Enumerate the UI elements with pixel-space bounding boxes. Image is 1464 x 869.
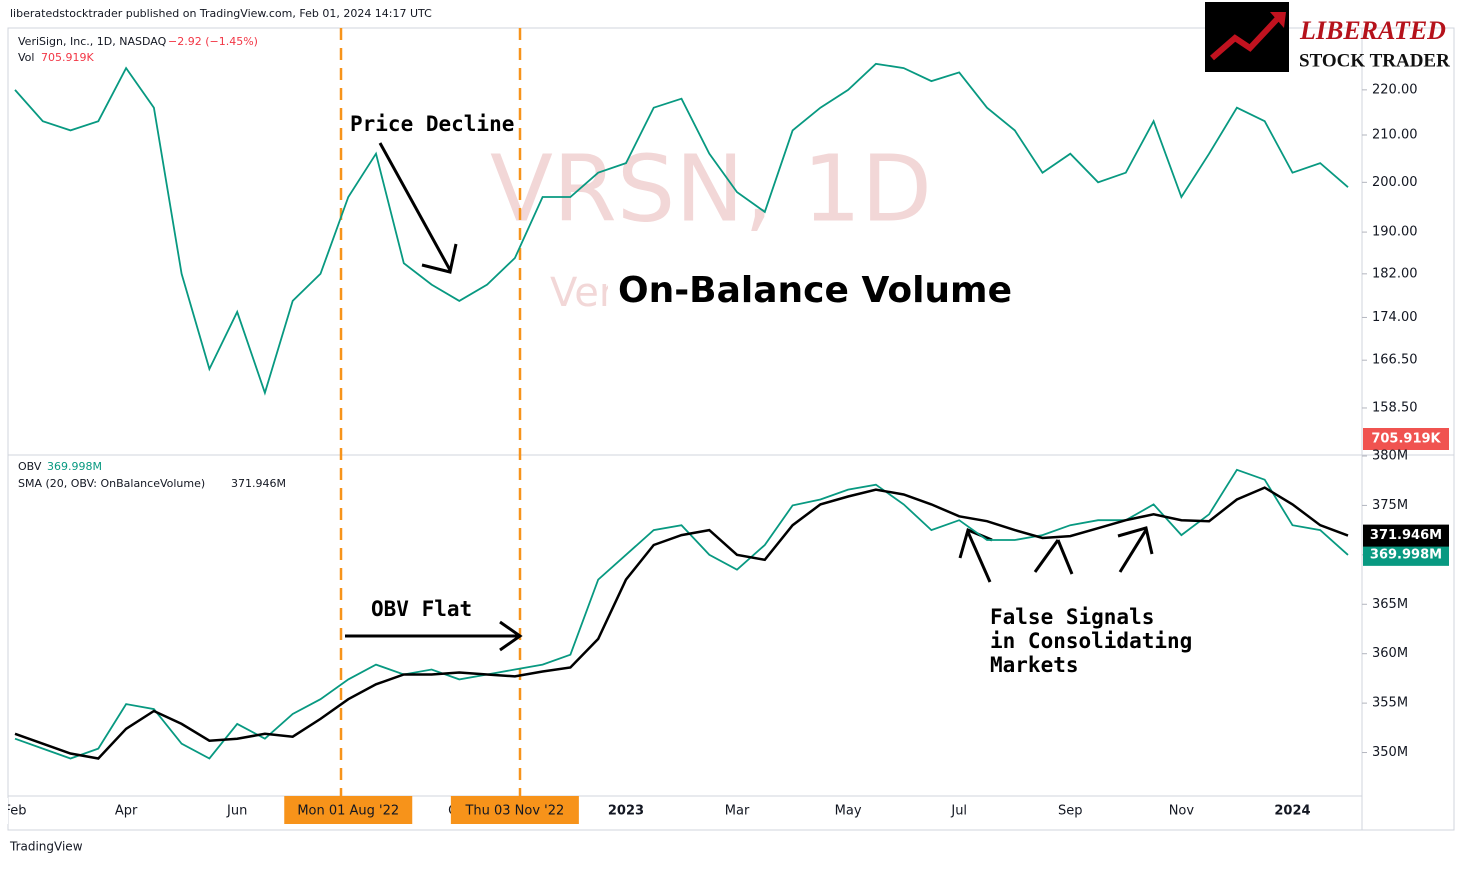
crosshair-date-bg (284, 796, 413, 824)
value-tag (1363, 543, 1449, 566)
y-tick-label: 210.00 (1372, 127, 1418, 142)
x-tick-label: Apr (115, 804, 138, 819)
annotation: OBV Flat (371, 597, 472, 621)
crosshair-date: Thu 03 Nov '22 (464, 804, 564, 819)
x-tick-label: Nov (1169, 804, 1195, 819)
value-tag-label: 371.946M (1370, 528, 1442, 543)
watermark: VRSN, 1D (490, 135, 932, 242)
x-tick-label: Jul (950, 804, 967, 819)
x-tick-label: May (835, 804, 862, 819)
y-tick-label: 375M (1372, 498, 1408, 513)
y-tick-label: 360M (1372, 646, 1408, 661)
annotation: False Signals (990, 605, 1154, 629)
frame (7, 27, 1455, 831)
legend-obv: OBV (18, 460, 42, 473)
x-tick-label: Feb (3, 804, 26, 819)
annotation: in Consolidating (990, 629, 1192, 653)
y-tick-label: 190.00 (1372, 225, 1418, 240)
series-line (14, 62, 1349, 396)
y-tick-label: 158.50 (1372, 400, 1418, 415)
y-tick-label: 174.00 (1372, 310, 1418, 325)
legend-title: VeriSign, Inc., 1D, NASDAQ (18, 35, 167, 48)
volume-tag (1363, 428, 1449, 450)
legend-sma: SMA (20, OBV: OnBalanceVolume) (18, 477, 205, 490)
annotation: Price Decline (350, 112, 514, 136)
published-note: liberatedstocktrader published on Tradin… (10, 7, 432, 20)
legend-obv-value: 369.998M (47, 460, 102, 473)
legend-sma-value: 371.946M (231, 477, 286, 490)
x-tick-label: Mar (725, 804, 750, 819)
crosshair-date-bg (450, 796, 579, 824)
legend-change: −2.92 (−1.45%) (168, 35, 258, 48)
y-tick-label: 350M (1372, 745, 1408, 760)
x-tick-label: 2024 (1274, 804, 1310, 819)
y-tick-label: 365M (1372, 597, 1408, 612)
annotation-bg (608, 272, 988, 316)
y-tick-label: 355M (1372, 696, 1408, 711)
logo-arrow (1210, 13, 1283, 61)
logo-arrow-head (1270, 12, 1286, 28)
x-tick-label: 2023 (608, 804, 644, 819)
legend-volume-name: Vol (18, 51, 34, 64)
annotation: Markets (990, 653, 1079, 677)
logo-title: LIBERATED (1299, 16, 1446, 45)
volume-tag-label: 705.919K (1371, 432, 1441, 447)
footer: TradingView (9, 840, 83, 854)
crosshair-date: Mon 01 Aug '22 (297, 804, 399, 819)
x-tick-label: Jun (226, 804, 247, 819)
y-tick-label: 200.00 (1372, 175, 1418, 190)
legend-volume: 705.919K (41, 51, 94, 64)
logo-subtitle: STOCK TRADER (1299, 50, 1450, 71)
y-tick-label: 220.00 (1372, 82, 1418, 97)
y-tick-label: 166.50 (1372, 353, 1418, 368)
y-tick-label: 380M (1372, 448, 1408, 463)
y-tick-label: 182.00 (1372, 266, 1418, 281)
x-tick-label: Sep (1058, 804, 1083, 819)
annotation-title: On-Balance Volume (618, 270, 1012, 311)
arrows (345, 142, 1154, 652)
value-tag (1363, 524, 1449, 547)
value-tag-label: 369.998M (1370, 547, 1442, 562)
series-line (14, 486, 1349, 760)
edge-cover (0, 798, 8, 824)
